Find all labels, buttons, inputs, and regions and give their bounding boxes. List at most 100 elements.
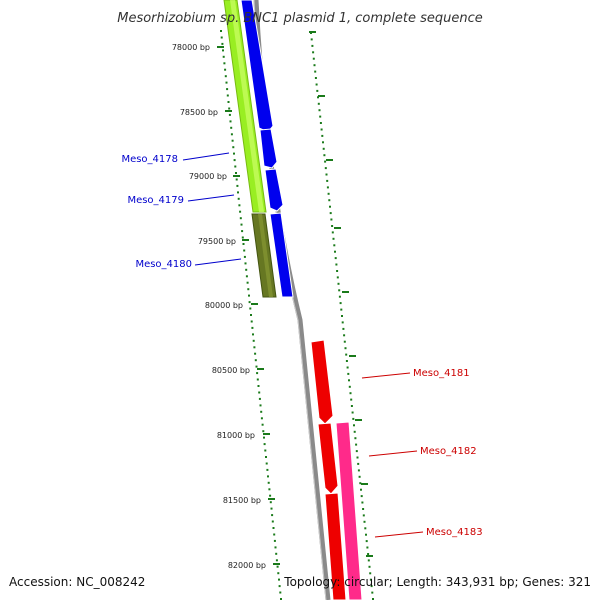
outer-rail-dot — [323, 154, 326, 157]
outer-rail-dot — [368, 565, 371, 568]
gene-arrow-meso-4182[interactable] — [317, 422, 339, 495]
inner-rail-dot — [256, 372, 259, 375]
inner-rail-dot — [266, 468, 269, 471]
inner-rail-dot — [225, 81, 228, 84]
gene-name: Meso_4180 — [135, 259, 192, 270]
outer-rail-dot — [358, 475, 361, 478]
gene-arrow-meso-4180[interactable] — [269, 212, 294, 298]
gene-arrow-meso-4183[interactable] — [324, 492, 347, 600]
outer-rail-dot — [351, 411, 354, 414]
outer-rail-dot — [362, 514, 365, 517]
tick-81000: 81000 bp — [217, 431, 270, 440]
inner-rail-dot — [243, 249, 246, 252]
inner-rail-dot — [265, 456, 267, 458]
inner-rail-dot — [239, 210, 242, 213]
outer-rail-dot — [317, 102, 320, 105]
gene-arrow-meso-4179[interactable] — [264, 168, 284, 212]
outer-rail-dot — [343, 340, 346, 343]
outer-rail-dot — [319, 122, 322, 124]
outer-rail-dot — [338, 295, 341, 298]
outer-rail-dot — [369, 572, 372, 575]
reverse-genes — [310, 339, 363, 600]
outer-rail-dot — [331, 225, 334, 227]
inner-rail-dot — [241, 236, 244, 239]
gc-content-track — [223, 0, 277, 298]
outer-rail-dot — [364, 527, 367, 530]
inner-rail-dot — [276, 565, 279, 568]
outer-rail-dot — [322, 141, 324, 144]
gene-arrow-meso-4181[interactable] — [310, 339, 334, 425]
gene-arrow-meso-4178[interactable] — [259, 128, 278, 169]
outer-rail-dot — [335, 263, 338, 266]
inner-rail-dot — [232, 146, 235, 149]
outer-rail-dot — [345, 360, 348, 362]
outer-rail-dot — [312, 51, 315, 54]
gene-label-meso-4181[interactable]: Meso_4181 — [361, 368, 470, 379]
gene-label-meso-4182[interactable]: Meso_4182 — [368, 446, 477, 457]
outer-rail-dot — [330, 218, 333, 221]
outer-rail-dot — [352, 417, 355, 420]
outer-rail-dot — [317, 96, 319, 99]
outer-rail-dot — [334, 250, 336, 253]
inner-rail-dot — [248, 294, 250, 297]
tick-80000: 80000 bp — [205, 301, 258, 310]
inner-rail-dot — [271, 514, 274, 517]
tick-label: 80000 bp — [205, 301, 243, 310]
outer-rail-dot — [360, 488, 362, 491]
inner-rail-dot — [243, 255, 246, 258]
inner-rail-dot — [228, 113, 231, 116]
inner-rail-dot — [237, 191, 239, 194]
tick-label: 80500 bp — [212, 366, 250, 375]
outer-rail-dot — [354, 437, 357, 440]
gc-low-highlight — [258, 214, 273, 297]
position-ticks: 78000 bp 78500 bp 79000 bp 79500 bp 8000… — [172, 31, 373, 570]
outer-rail-dot — [359, 482, 362, 485]
outer-rail-dot — [357, 469, 360, 472]
outer-rail-dot — [353, 430, 356, 433]
gene-label-meso-4180[interactable]: Meso_4180 — [135, 258, 242, 270]
inner-rail-dot — [260, 410, 263, 413]
inner-rail-dot — [275, 552, 278, 555]
outer-rail-dot — [365, 533, 367, 536]
inner-rail-dot — [253, 346, 256, 349]
gene-label-meso-4179[interactable]: Meso_4179 — [127, 194, 235, 206]
outer-rail-dot — [355, 450, 358, 453]
outer-rail-dot — [347, 372, 350, 375]
inner-rail-dot — [249, 307, 252, 310]
tick-label: 79500 bp — [198, 237, 236, 246]
inner-rail-dot — [258, 397, 261, 400]
outer-rail-dot — [336, 270, 339, 272]
outer-rail-dot — [343, 334, 346, 337]
outer-rail-dot — [348, 385, 351, 388]
tick-79000: 79000 bp — [189, 172, 240, 181]
outer-rail-dot — [310, 38, 313, 41]
inner-rail-dot — [255, 365, 258, 368]
gene-label-meso-4178[interactable]: Meso_4178 — [121, 152, 230, 165]
inner-rail-dot — [222, 49, 224, 52]
outer-rail-dot — [324, 160, 327, 163]
outer-rail-dot — [324, 167, 327, 170]
inner-rail-dot — [279, 591, 282, 594]
inner-rail-dot — [268, 488, 271, 491]
inner-rail-dot — [235, 178, 238, 181]
outer-rail-dot — [325, 173, 328, 176]
inner-rail-dot — [271, 520, 274, 523]
inner-rail-dot — [220, 30, 222, 32]
inner-rail-dot — [272, 527, 275, 529]
feature-arrow-pink[interactable] — [335, 421, 363, 600]
inner-rail-dot — [251, 326, 254, 329]
tick-80500: 80500 bp — [212, 366, 264, 375]
inner-rail-dot — [270, 507, 273, 510]
outer-rail-dot — [338, 289, 341, 292]
gene-label-meso-4183[interactable]: Meso_4183 — [374, 527, 483, 538]
outer-rail-dot — [372, 598, 374, 600]
inner-rail-dot — [221, 42, 224, 45]
inner-rail-dot — [228, 107, 231, 110]
outer-rail-dot — [370, 585, 373, 588]
outer-rail-dot — [350, 405, 353, 407]
inner-rail-dot — [242, 243, 245, 245]
inner-rail-dot — [261, 423, 264, 426]
gc-high-highlight — [230, 0, 264, 212]
outer-rail-dot — [363, 520, 366, 523]
inner-rail-dot — [230, 126, 233, 129]
